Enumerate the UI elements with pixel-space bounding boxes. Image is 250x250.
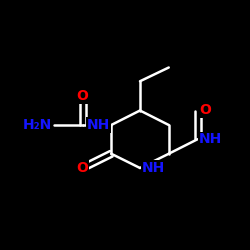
Text: O: O: [76, 161, 88, 175]
Text: NH: NH: [87, 118, 110, 132]
Text: NH: NH: [141, 161, 165, 175]
Text: O: O: [199, 104, 210, 118]
Text: H₂N: H₂N: [23, 118, 52, 132]
Text: NH: NH: [199, 132, 222, 146]
Text: O: O: [76, 89, 88, 103]
